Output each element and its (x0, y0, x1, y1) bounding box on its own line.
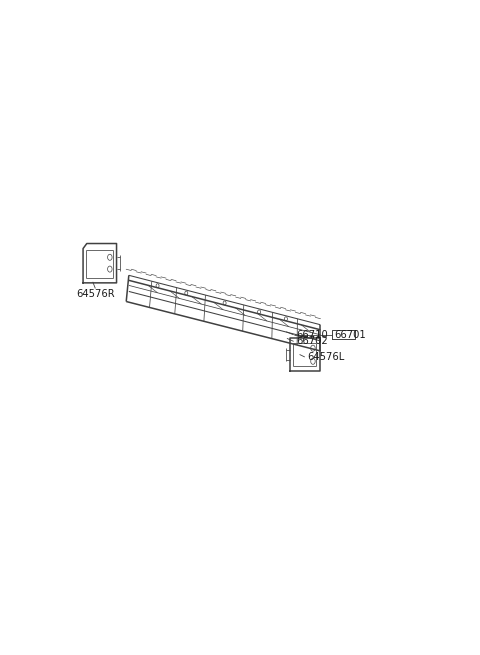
Text: 66702: 66702 (296, 337, 328, 346)
Text: 64576L: 64576L (307, 352, 345, 362)
Text: 64576R: 64576R (76, 290, 115, 299)
Text: 66710: 66710 (296, 330, 328, 340)
Text: 66701: 66701 (334, 330, 366, 340)
